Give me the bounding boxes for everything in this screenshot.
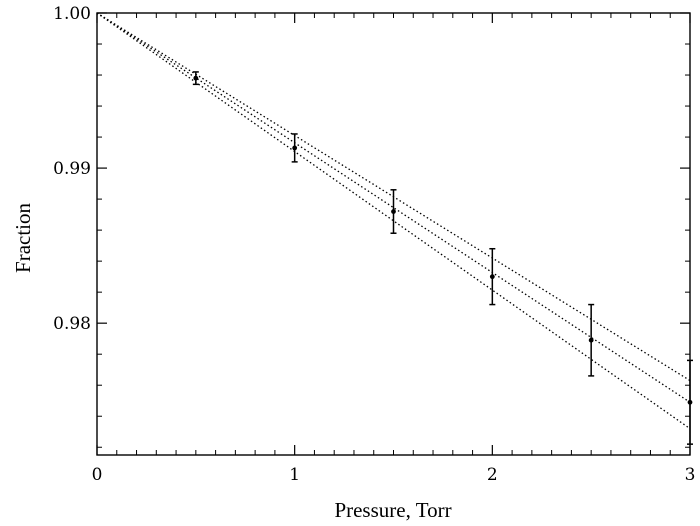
y-tick-label: 0.98 [53,314,91,334]
data-point-with-error-bar [192,71,199,86]
data-point [391,209,396,214]
y-tick-label: 0.99 [53,159,91,179]
data-point [489,274,495,280]
x-tick-label: 1 [289,465,300,485]
data-point [588,337,594,343]
data-point-with-error-bar [588,303,595,377]
data-point [292,145,298,151]
data-point-with-error-bar [291,133,298,163]
axis-ticks [96,12,691,455]
x-tick-label: 3 [685,465,696,485]
data-point-with-error-bar [390,189,397,234]
x-axis-label: Pressure, Torr [334,498,451,522]
x-tick-label: 0 [92,465,103,485]
data-point [687,399,693,405]
plot-frame [96,12,691,456]
data-point [193,75,199,81]
plot-border [96,12,691,456]
y-axis-label: Fraction [11,203,35,273]
data-point-with-error-bar [489,247,496,306]
x-tick-label: 2 [487,465,498,485]
data-point-with-error-bar [687,359,693,445]
data-points [192,71,693,445]
tick-labels: 0 1 2 3 0.98 0.99 1.00 [53,4,695,485]
y-tick-label: 1.00 [53,4,91,24]
